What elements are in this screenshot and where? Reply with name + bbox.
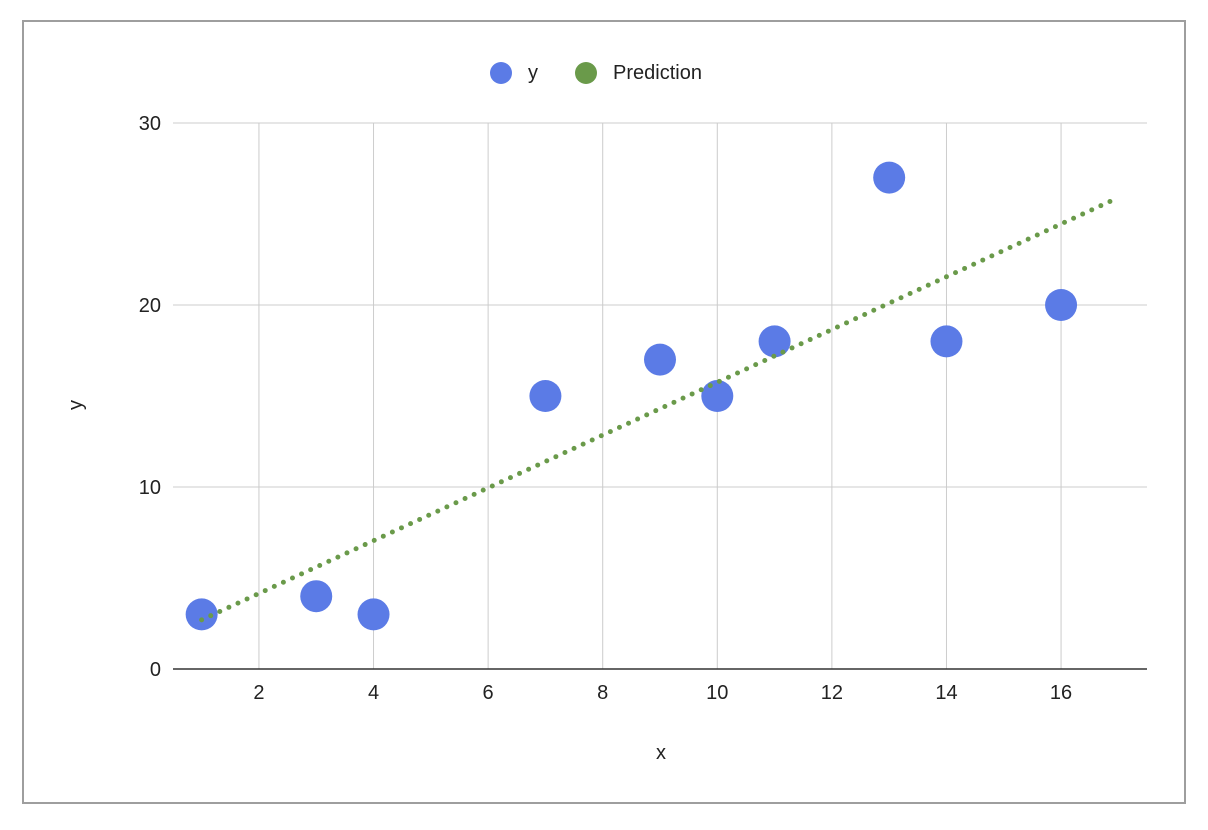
- data-point: [930, 325, 963, 358]
- x-axis-title: x: [656, 742, 666, 764]
- chart-frame: [22, 20, 1186, 804]
- legend-label-y: y: [528, 62, 538, 84]
- x-tick-label: 2: [253, 682, 264, 704]
- data-point: [873, 161, 906, 194]
- x-tick-label: 10: [706, 682, 728, 704]
- data-point: [300, 580, 333, 613]
- x-tick-label: 12: [821, 682, 843, 704]
- axes: 0 10 20 30 2 4 6 8 10 12 14 16: [139, 113, 1147, 704]
- data-point: [701, 380, 734, 412]
- y-tick-label: 20: [139, 295, 161, 317]
- data-point: [758, 325, 791, 358]
- prediction-trendline: [199, 195, 1121, 623]
- plot-area: [185, 161, 1121, 631]
- y-tick-label: 30: [139, 113, 161, 135]
- data-point: [357, 598, 390, 631]
- x-tick-label: 6: [483, 682, 494, 704]
- x-tick-label: 16: [1050, 682, 1072, 704]
- legend-marker-prediction: [575, 62, 597, 84]
- legend: y Prediction: [490, 62, 702, 84]
- legend-marker-y: [490, 62, 512, 84]
- data-point: [1045, 289, 1078, 321]
- legend-label-prediction: Prediction: [613, 62, 702, 84]
- grid: [173, 122, 1147, 669]
- y-tick-label: 10: [139, 477, 161, 499]
- x-tick-label: 4: [368, 682, 379, 704]
- data-point: [644, 343, 676, 376]
- data-point: [529, 380, 562, 412]
- y-tick-label: 0: [150, 659, 161, 681]
- y-axis-title: y: [65, 400, 87, 410]
- x-tick-label: 8: [597, 682, 608, 704]
- x-tick-label: 14: [935, 682, 957, 704]
- data-point: [185, 598, 218, 631]
